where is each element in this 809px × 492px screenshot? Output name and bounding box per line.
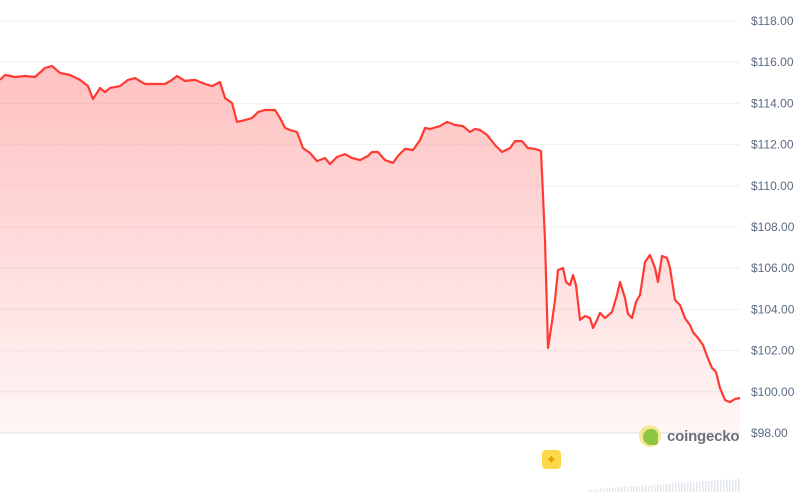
y-tick-label: $108.00: [751, 220, 795, 234]
volume-bar: [600, 488, 602, 492]
y-tick-label: $110.00: [751, 179, 794, 193]
volume-bar: [630, 486, 632, 492]
y-tick-label: $106.00: [751, 261, 795, 275]
volume-bar: [651, 485, 653, 492]
y-tick-label: $118.00: [751, 14, 794, 28]
volume-bar: [711, 481, 713, 492]
volume-bar: [717, 480, 719, 492]
volume-bar: [657, 485, 659, 492]
volume-bar: [681, 482, 683, 492]
volume-bar: [648, 486, 650, 492]
y-tick-label: $98.00: [751, 426, 788, 440]
y-tick-label: $102.00: [751, 344, 795, 358]
watermark-text: coingecko: [667, 428, 739, 445]
volume-bar: [663, 484, 665, 492]
y-tick-label: $112.00: [751, 138, 794, 152]
volume-bar: [606, 488, 608, 492]
volume-bar: [633, 486, 635, 492]
volume-bar: [675, 482, 677, 492]
volume-bar: [603, 488, 605, 492]
area-dot-pattern: [0, 66, 740, 433]
volume-bar: [615, 488, 617, 492]
volume-bar: [684, 483, 686, 492]
coingecko-logo-icon: [639, 425, 661, 447]
volume-bar: [690, 482, 692, 492]
volume-bar: [669, 484, 671, 492]
volume-bar: [660, 485, 662, 492]
y-tick-label: $100.00: [751, 385, 795, 399]
volume-bar: [612, 487, 614, 492]
volume-bar: [705, 481, 707, 492]
volume-bar: [723, 480, 725, 492]
volume-bar: [609, 488, 611, 492]
y-tick-label: $104.00: [751, 302, 795, 316]
volume-bar: [708, 481, 710, 492]
y-tick-label: $114.00: [751, 96, 794, 110]
volume-bar: [621, 487, 623, 492]
volume-bar: [627, 487, 629, 492]
volume-bar: [672, 483, 674, 492]
volume-bar: [678, 483, 680, 492]
volume-bar: [726, 480, 728, 492]
y-tick-label: $116.00: [751, 55, 794, 69]
volume-bar: [645, 484, 647, 492]
volume-bar: [738, 478, 740, 492]
volume-bar: [729, 481, 731, 492]
volume-bar: [636, 486, 638, 492]
volume-bar: [699, 482, 701, 492]
volume-bar: [702, 481, 704, 492]
sparkle-gem-icon[interactable]: ✦: [542, 450, 561, 469]
volume-bar: [693, 483, 695, 492]
coingecko-watermark: coingecko: [639, 425, 739, 447]
volume-bar: [687, 483, 689, 492]
volume-bar: [720, 479, 722, 492]
volume-bar: [714, 481, 716, 492]
volume-bar: [618, 487, 620, 492]
volume-bar: [642, 486, 644, 492]
volume-bar: [732, 480, 734, 492]
volume-bar: [696, 481, 698, 492]
volume-bar: [639, 485, 641, 492]
volume-bar: [654, 485, 656, 492]
volume-bar: [735, 479, 737, 492]
volume-bar: [624, 486, 626, 492]
volume-bar: [666, 485, 668, 492]
